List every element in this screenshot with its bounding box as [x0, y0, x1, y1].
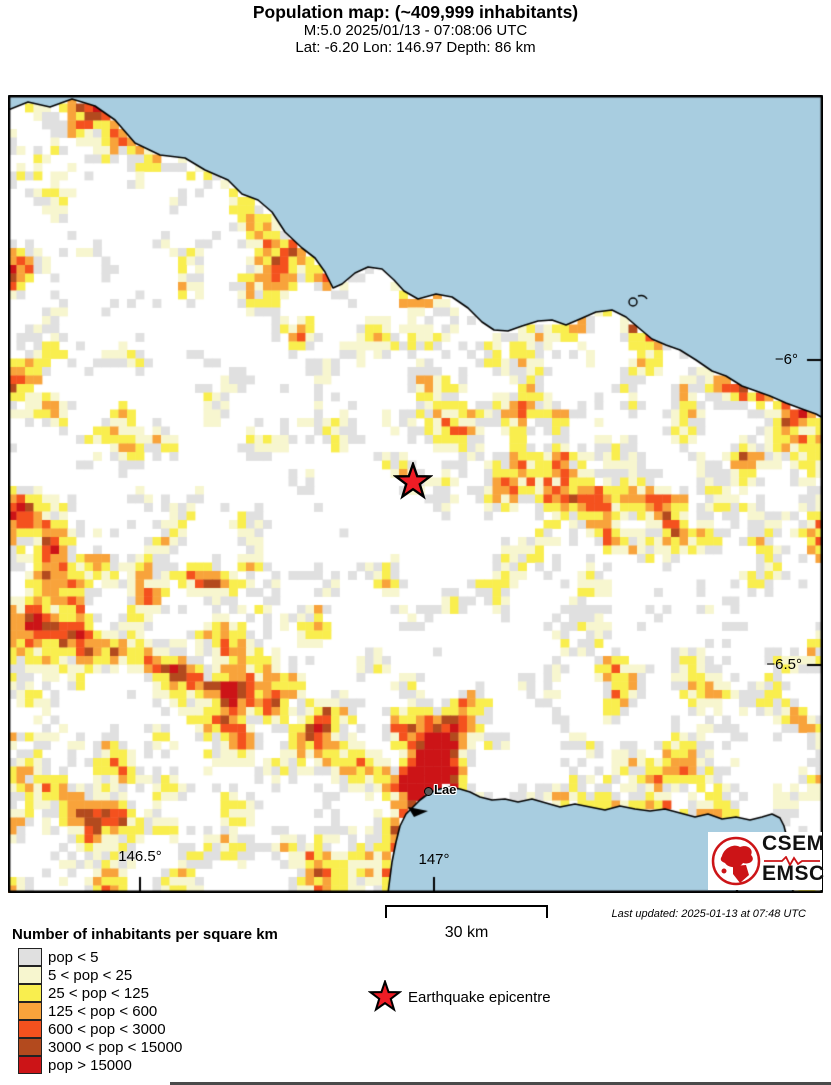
epicentre-legend-star-icon — [368, 980, 402, 1012]
legend-label: pop < 5 — [48, 949, 99, 966]
lon-label-147: 147° — [418, 851, 450, 868]
seismogram-icon — [764, 856, 820, 866]
header: Population map: (~409,999 inhabitants) M… — [0, 2, 831, 56]
subtitle-magnitude-time: M:5.0 2025/01/13 - 07:08:06 UTC — [303, 22, 528, 39]
legend-label: 600 < pop < 3000 — [48, 1021, 166, 1038]
legend-swatch — [18, 1038, 42, 1056]
legend-label: 25 < pop < 125 — [48, 985, 149, 1002]
legend-label: 3000 < pop < 15000 — [48, 1039, 183, 1056]
lon-label-146-5: 146.5° — [118, 848, 162, 865]
logo-text-emsc: EMSC — [762, 862, 825, 885]
legend-swatch — [18, 948, 42, 966]
legend-title: Number of inhabitants per square km — [12, 926, 278, 943]
legend-swatch — [18, 984, 42, 1002]
population-density-map — [8, 95, 823, 893]
legend-swatch — [18, 1020, 42, 1038]
legend-swatch — [18, 1056, 42, 1074]
logo-text-csem: CSEM — [762, 832, 825, 855]
csem-emsc-logo: CSEM EMSC — [708, 832, 825, 890]
city-label-lae: Lae — [434, 782, 457, 797]
footer-divider — [170, 1082, 831, 1085]
subtitle-coordinates: Lat: -6.20 Lon: 146.97 Depth: 86 km — [295, 39, 536, 56]
scale-bar — [385, 905, 548, 918]
last-updated-text: Last updated: 2025-01-13 at 07:48 UTC — [611, 908, 806, 920]
legend-swatch — [18, 966, 42, 984]
legend-label: 5 < pop < 25 — [48, 967, 133, 984]
lat-label-6-5: −6.5° — [766, 656, 802, 673]
epicentre-star-icon — [393, 462, 433, 500]
lat-label-6: −6° — [774, 351, 798, 368]
scale-bar-label: 30 km — [444, 924, 489, 941]
legend-swatch — [18, 1002, 42, 1020]
legend-label: pop > 15000 — [48, 1057, 132, 1074]
legend-label: 125 < pop < 600 — [48, 1003, 158, 1020]
city-marker-lae — [424, 787, 433, 796]
epicentre-legend-label: Earthquake epicentre — [408, 989, 551, 1006]
page-title: Population map: (~409,999 inhabitants) — [252, 2, 579, 22]
globe-icon — [711, 836, 761, 886]
